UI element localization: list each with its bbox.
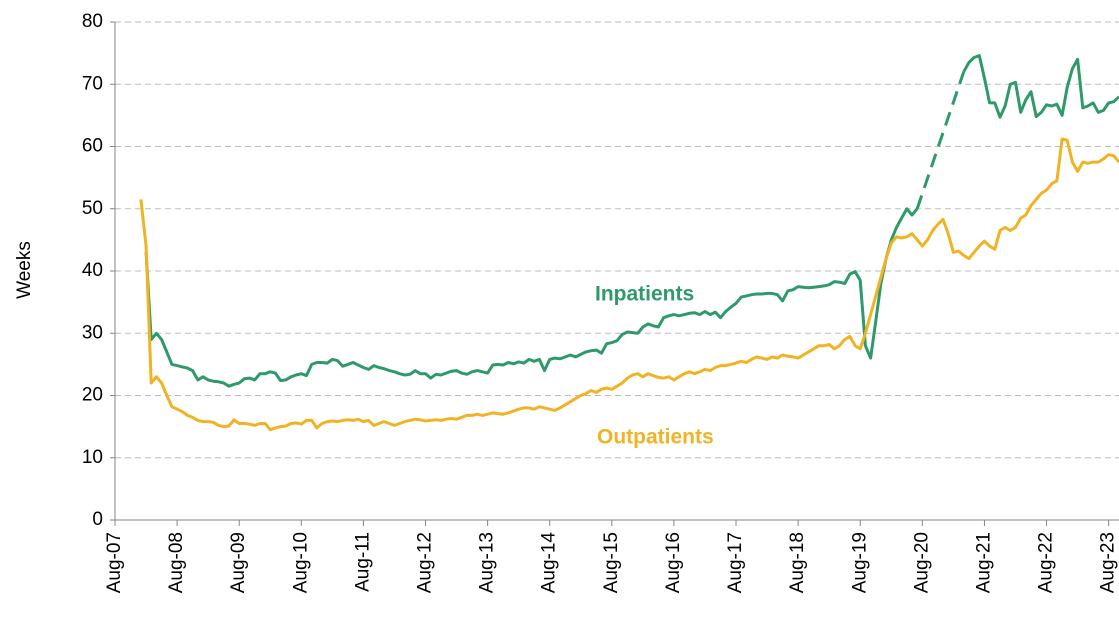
- y-tick-label: 20: [82, 385, 103, 406]
- x-tick-label: Aug-09: [228, 532, 249, 593]
- x-tick-label: Aug-13: [477, 532, 498, 593]
- x-tick-label: Aug-20: [911, 532, 932, 593]
- y-tick-label: 0: [92, 509, 103, 530]
- y-tick-label: 40: [82, 260, 103, 281]
- data-line: [144, 207, 919, 388]
- x-tick-label: Aug-18: [787, 532, 808, 593]
- x-tick-label: Aug-21: [973, 532, 994, 593]
- y-tick-label: 10: [82, 447, 103, 468]
- x-tick-label: Aug-23: [1098, 532, 1119, 593]
- x-tick-label: Aug-07: [104, 532, 125, 593]
- data-line: [962, 54, 1119, 119]
- series-annotation: Inpatients: [595, 283, 694, 306]
- y-tick-label: 80: [82, 11, 103, 32]
- y-tick-label: 30: [82, 322, 103, 343]
- y-tick-label: 70: [82, 73, 103, 94]
- x-tick-label: Aug-19: [849, 532, 870, 593]
- y-tick-label: 60: [82, 136, 103, 157]
- y-tick-label: 50: [82, 198, 103, 219]
- x-tick-label: Aug-17: [725, 532, 746, 593]
- x-tick-label: Aug-16: [663, 532, 684, 593]
- x-tick-label: Aug-14: [539, 532, 560, 594]
- series-annotation: Outpatients: [597, 426, 714, 449]
- x-tick-label: Aug-08: [166, 532, 187, 593]
- x-tick-label: Aug-12: [415, 532, 436, 593]
- gap-connector: [915, 71, 966, 210]
- x-tick-label: Aug-11: [352, 532, 373, 592]
- x-tick-label: Aug-15: [601, 532, 622, 593]
- data-line: [139, 137, 1119, 432]
- x-tick-label: Aug-22: [1036, 532, 1057, 593]
- x-tick-label: Aug-10: [290, 532, 311, 593]
- y-axis-label: Weeks: [14, 241, 35, 299]
